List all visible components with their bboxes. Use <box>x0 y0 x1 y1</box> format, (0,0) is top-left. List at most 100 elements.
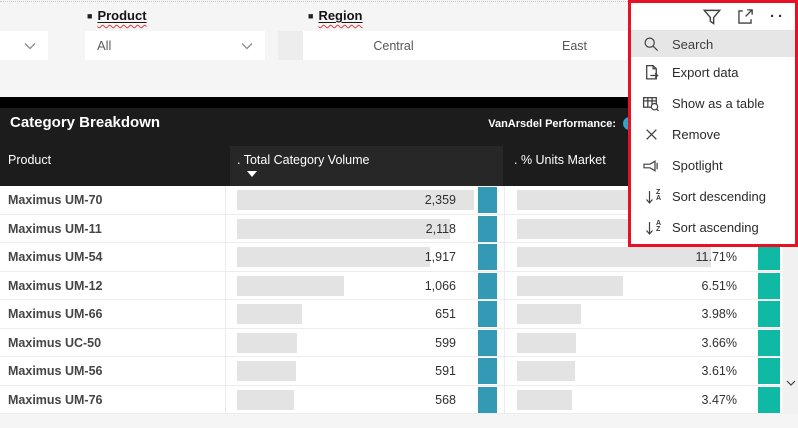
table-row[interactable]: Maximus UC-50 599 3.66% <box>0 328 782 357</box>
volume-data-bar <box>237 190 474 210</box>
volume-value: 2,118 <box>425 221 456 236</box>
volume-data-bar <box>237 332 297 353</box>
column-header-pct[interactable]: . % Units Market <box>514 153 606 167</box>
pct-value: 3.47% <box>701 392 737 407</box>
product-slicer-label: ■ Product <box>87 8 147 23</box>
column-divider <box>504 186 505 414</box>
menu-item-show-as-a-table[interactable]: Show as a table <box>631 88 795 119</box>
volume-indicator-block <box>478 329 497 356</box>
menu-item-remove[interactable]: Remove <box>631 119 795 150</box>
table-row[interactable]: Maximus UM-56 591 3.61% <box>0 357 782 386</box>
pct-indicator-block <box>758 386 780 413</box>
menu-item-label: Sort ascending <box>672 220 759 235</box>
pct-data-bar <box>517 389 572 410</box>
pct-indicator-block <box>758 301 780 327</box>
region-option-east[interactable]: East <box>561 38 587 53</box>
volume-indicator-block <box>478 301 497 327</box>
export-icon <box>642 64 660 82</box>
pct-value: 3.66% <box>701 335 737 350</box>
volume-value: 651 <box>435 307 456 321</box>
legend-label: VanArsdel Performance: <box>488 117 616 130</box>
menu-item-label: Show as a table <box>672 96 765 111</box>
search-icon <box>642 35 660 53</box>
region-option-central[interactable]: Central <box>373 38 414 53</box>
pct-value: 3.61% <box>701 364 737 378</box>
spotlight-icon <box>642 157 660 175</box>
region-slicer-label: ■ Region <box>308 8 363 23</box>
scroll-down-icon[interactable] <box>785 378 796 388</box>
menu-item-export-data[interactable]: Export data <box>631 57 795 88</box>
volume-value: 599 <box>435 335 456 350</box>
pct-indicator-block <box>758 244 780 270</box>
pct-data-bar <box>517 247 711 267</box>
volume-indicator-block <box>478 244 497 270</box>
volume-indicator-block <box>478 358 497 384</box>
table-row[interactable]: Maximus UM-12 1,066 6.51% <box>0 271 782 300</box>
volume-data-bar <box>237 389 294 410</box>
volume-value: 1,066 <box>424 278 456 293</box>
pct-indicator-block <box>758 329 780 356</box>
table-row[interactable]: Maximus UM-54 1,917 11.71% <box>0 243 782 272</box>
visual-title: Category Breakdown <box>10 114 161 131</box>
product-cell: Maximus UM-54 <box>8 250 103 264</box>
visual-header-icons: ·· <box>631 3 795 31</box>
more-options-icon[interactable]: ·· <box>770 7 786 25</box>
page-edge-dotted-line <box>0 1 798 2</box>
volume-data-bar <box>237 361 296 381</box>
focus-mode-icon[interactable] <box>733 5 757 29</box>
pct-indicator-block <box>758 358 780 384</box>
left-slicer-dropdown[interactable] <box>0 31 48 60</box>
menu-item-spotlight[interactable]: Spotlight <box>631 150 795 181</box>
column-divider <box>225 186 226 414</box>
menu-item-label: Spotlight <box>672 158 723 173</box>
square-bullet-icon: ■ <box>87 11 93 21</box>
product-dropdown[interactable]: All <box>85 31 265 60</box>
sort-descending-arrow-icon[interactable] <box>247 171 257 177</box>
pct-value: 11.71% <box>695 250 737 264</box>
volume-indicator-block <box>478 272 497 299</box>
pct-data-bar <box>517 361 575 381</box>
menu-item-label: Remove <box>672 127 721 142</box>
volume-value: 568 <box>435 392 456 407</box>
chevron-down-icon <box>24 42 36 50</box>
volume-indicator-block <box>478 386 497 413</box>
square-bullet-icon: ■ <box>308 11 314 21</box>
filter-icon[interactable] <box>700 5 724 29</box>
volume-value: 591 <box>435 364 456 378</box>
volume-value: 2,359 <box>424 193 456 207</box>
product-dropdown-value: All <box>97 38 112 53</box>
product-cell: Maximus UM-76 <box>8 392 103 407</box>
volume-indicator-block <box>478 187 497 213</box>
product-cell: Maximus UM-70 <box>8 193 103 207</box>
pct-value: 3.98% <box>701 307 737 321</box>
column-header-volume[interactable]: . Total Category Volume <box>237 153 370 167</box>
show-table-icon <box>642 95 660 113</box>
pct-data-bar <box>517 332 576 353</box>
visual-top-strip <box>0 97 798 108</box>
table-row[interactable]: Maximus UM-76 568 3.47% <box>0 385 782 414</box>
product-cell: Maximus UM-12 <box>8 278 103 293</box>
product-cell: Maximus UC-50 <box>8 335 102 350</box>
product-cell: Maximus UM-56 <box>8 364 103 378</box>
column-header-product[interactable]: Product <box>8 153 52 167</box>
visual-context-menu: ·· Search Export data Show as a table Remo… <box>628 0 798 247</box>
volume-indicator-block <box>478 215 497 242</box>
table-row[interactable]: Maximus UM-66 651 3.98% <box>0 300 782 329</box>
volume-data-bar <box>237 304 302 324</box>
sorted-column-highlight <box>230 146 503 186</box>
menu-search[interactable]: Search <box>631 31 795 57</box>
pct-data-bar <box>517 275 623 296</box>
volume-data-bar <box>237 247 430 267</box>
pct-value: 6.51% <box>701 278 737 293</box>
pct-indicator-block <box>758 272 780 299</box>
menu-item-label: Sort descending <box>672 189 766 204</box>
performance-legend: VanArsdel Performance: <box>430 117 636 130</box>
pct-data-bar <box>517 304 581 324</box>
volume-data-bar <box>237 275 344 296</box>
menu-item-sort-ascending[interactable]: A Z Sort ascending <box>631 212 795 243</box>
volume-data-bar <box>237 218 450 239</box>
remove-icon <box>642 126 660 144</box>
menu-item-sort-descending[interactable]: Z A Sort descending <box>631 181 795 212</box>
